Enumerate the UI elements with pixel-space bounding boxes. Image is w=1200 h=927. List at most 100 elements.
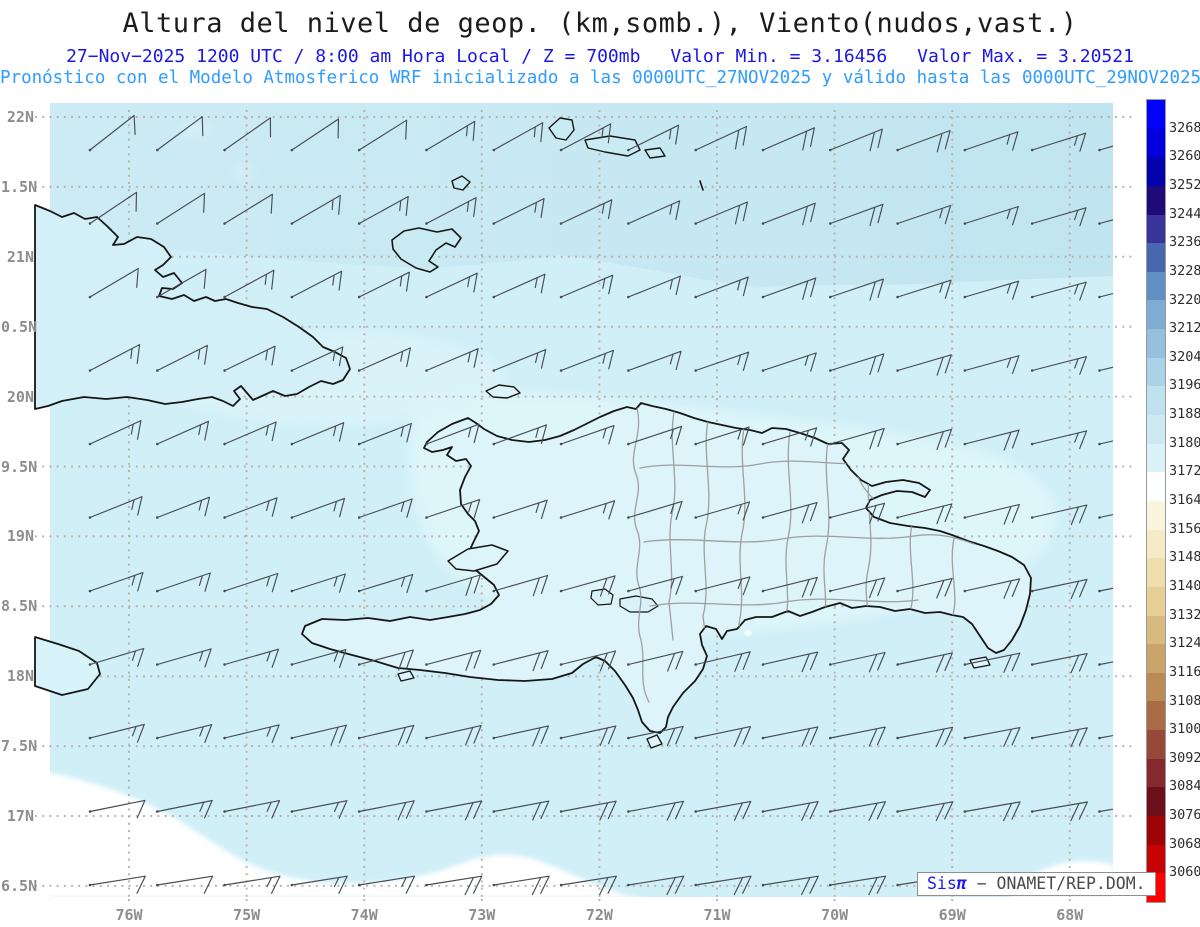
wind-barb	[829, 278, 884, 301]
wind-barb	[627, 500, 683, 521]
wind-barb	[291, 649, 347, 669]
wind-barb-station-dot	[425, 369, 428, 372]
wind-barb	[627, 350, 682, 372]
wind-barb	[560, 349, 614, 372]
wind-barb	[627, 800, 685, 821]
colorbar-tick-label: 3140	[1169, 577, 1200, 594]
wind-barb-station-dot	[761, 148, 765, 152]
lat-label: 20N	[6, 387, 34, 406]
wind-barb-station-dot	[896, 810, 899, 813]
wind-barb-station-dot	[357, 663, 361, 666]
wind-barb	[964, 801, 1021, 822]
wind-barb-station-dot	[156, 295, 159, 299]
wind-barb	[762, 651, 819, 673]
wind-barb-station-dot	[896, 883, 899, 887]
colorbar-tick-label: 3100	[1169, 721, 1200, 738]
wind-barb	[89, 875, 146, 894]
wind-barb-station-dot	[829, 295, 832, 299]
colorbar-tick-label: 3236	[1169, 234, 1200, 251]
colorbar-tick-label: 3252	[1169, 176, 1200, 193]
colorbar-tick-label: 3124	[1169, 635, 1200, 652]
wind-barb	[89, 496, 143, 519]
lat-label: 21N	[6, 247, 34, 266]
wind-barb	[829, 651, 886, 673]
attribution-brand: Sis	[927, 874, 957, 893]
lon-label: 73W	[468, 906, 496, 924]
lat-label: 0.5N	[1, 317, 38, 336]
wind-barb	[358, 195, 409, 225]
lon-label: 70W	[821, 906, 849, 924]
wind-barb	[358, 800, 415, 821]
wind-barb-station-dot	[156, 883, 159, 887]
wind-barb	[897, 726, 954, 747]
colorbar-segment	[1147, 100, 1165, 129]
wind-barb	[964, 727, 1021, 748]
colorbar-segment	[1147, 443, 1165, 473]
wind-barb	[762, 875, 819, 896]
colorbar-tick-label: 3068	[1169, 835, 1200, 852]
wind-barb	[291, 497, 346, 519]
wind-barb	[291, 800, 348, 819]
wind-barb-station-dot	[1098, 442, 1101, 446]
wind-barb-station-dot	[1030, 663, 1034, 666]
wind-barb	[224, 345, 276, 372]
wind-barb	[291, 724, 347, 746]
wind-barb-station-dot	[223, 442, 226, 446]
wind-barb	[1031, 504, 1088, 526]
wind-barb-station-dot	[559, 148, 563, 152]
wind-barb-station-dot	[88, 663, 92, 666]
wind-barb	[358, 573, 414, 594]
colorbar-segment	[1147, 500, 1165, 530]
wind-barb	[1031, 801, 1088, 822]
colorbar-tick-label: 3188	[1169, 406, 1200, 423]
valid-datetime: 27−Nov−2025 1200 UTC / 8:00 am Hora Loca…	[66, 46, 641, 67]
wind-barb	[829, 875, 887, 896]
wind-barb-station-dot	[559, 369, 563, 372]
wind-barb-station-dot	[761, 222, 765, 225]
turks-caicos-island-1	[548, 117, 575, 141]
wind-barb-station-dot	[357, 516, 361, 519]
wind-barb	[358, 724, 415, 746]
colorbar-segment	[1147, 816, 1165, 845]
lat-label: 22N	[6, 108, 34, 126]
wind-barb	[291, 118, 340, 151]
wind-barb	[762, 352, 817, 372]
wind-barb	[695, 651, 751, 672]
wind-barb	[224, 497, 278, 519]
lat-label: 8.5N	[1, 597, 38, 616]
wind-barb-station-dot	[559, 589, 563, 593]
wind-barb-station-dot	[425, 516, 428, 519]
wind-barb-station-dot	[694, 663, 697, 666]
colorbar-segment	[1147, 672, 1165, 702]
wind-barb	[493, 650, 549, 672]
wind-barb	[560, 500, 616, 520]
wind-barb	[493, 122, 544, 151]
wind-barb	[627, 124, 680, 151]
wind-barb-station-dot	[492, 369, 496, 372]
wind-barb	[493, 574, 549, 597]
colorbar-segment	[1147, 644, 1165, 673]
wind-barb	[156, 344, 208, 372]
wind-barb-station-dot	[156, 736, 159, 740]
wind-barb-station-dot	[290, 736, 294, 740]
wind-barb	[1098, 661, 1113, 666]
wind-barb-station-dot	[156, 810, 159, 813]
wind-barb	[224, 800, 281, 819]
colorbar-tick-label: 3196	[1169, 377, 1200, 394]
wind-barb-station-dot	[290, 369, 294, 372]
wind-barb-station-dot	[425, 663, 428, 666]
small-cay	[699, 180, 704, 191]
wind-barb	[762, 801, 819, 821]
wind-barb-station-dot	[1098, 810, 1101, 813]
lake-enriquillo	[619, 595, 659, 613]
wind-barb	[1031, 727, 1088, 748]
wind-barb	[695, 351, 750, 372]
lon-label: 69W	[938, 906, 966, 924]
wind-barb-station-dot	[425, 589, 428, 593]
colorbar-tick-label: 3220	[1169, 291, 1200, 308]
wind-barb-station-dot	[963, 736, 967, 740]
wind-barb	[425, 875, 483, 896]
colorbar-segment	[1147, 329, 1165, 358]
wind-barb-station-dot	[492, 442, 496, 446]
wind-barb	[156, 572, 211, 592]
